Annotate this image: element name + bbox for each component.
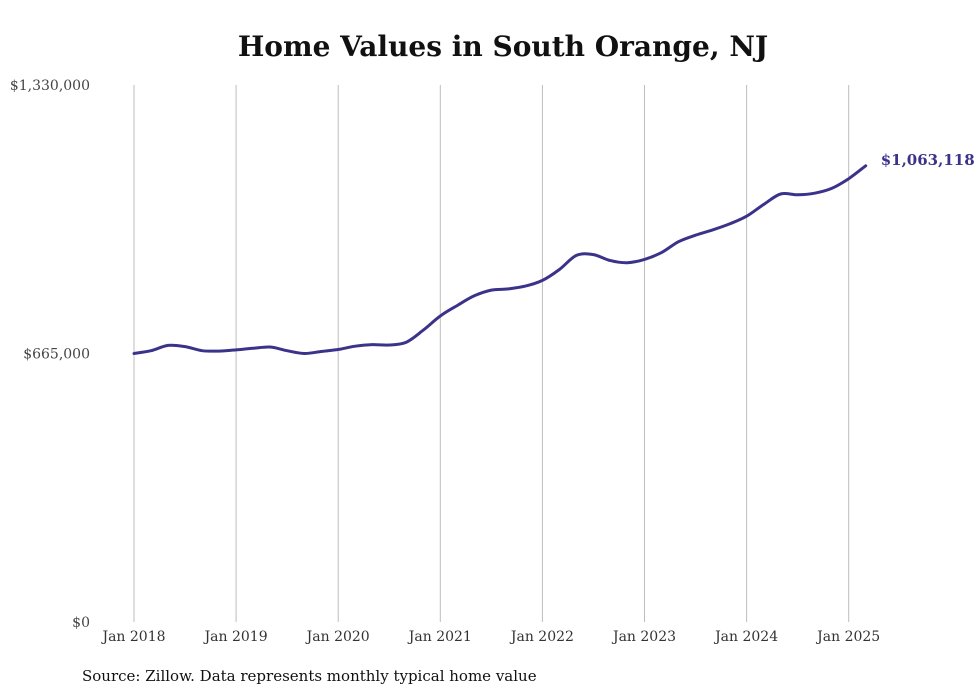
y-tick-label: $665,000 <box>23 347 90 363</box>
x-tick-label: Jan 2025 <box>815 629 880 645</box>
x-tick-label: Jan 2019 <box>203 629 268 645</box>
x-tick-label: Jan 2024 <box>713 629 778 645</box>
x-tick-label: Jan 2022 <box>509 629 574 645</box>
gridlines <box>133 85 850 622</box>
source-note: Source: Zillow. Data represents monthly … <box>82 667 537 685</box>
chart-title: Home Values in South Orange, NJ <box>237 30 769 63</box>
x-tick-label: Jan 2020 <box>305 629 370 645</box>
x-tick-label: Jan 2021 <box>407 629 472 645</box>
y-tick-label: $0 <box>72 615 90 631</box>
y-tick-label: $1,330,000 <box>10 78 90 94</box>
x-tick-label: Jan 2023 <box>611 629 676 645</box>
x-tick-label: Jan 2018 <box>100 629 165 645</box>
series-line <box>132 164 868 356</box>
y-axis-ticks: $0 $665,000 $1,330,000 <box>10 78 90 631</box>
x-axis-ticks: Jan 2018 Jan 2019 Jan 2020 Jan 2021 Jan 2022… <box>100 629 880 645</box>
end-value-label: $1,063,118 <box>881 151 975 169</box>
